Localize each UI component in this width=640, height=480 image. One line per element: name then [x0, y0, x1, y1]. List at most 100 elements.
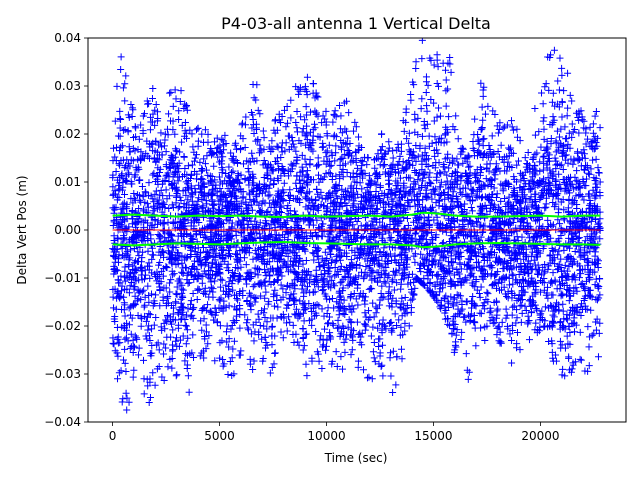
data-point — [557, 292, 565, 300]
data-point — [380, 278, 388, 286]
data-point — [575, 248, 583, 256]
data-point — [283, 103, 291, 111]
data-point — [344, 282, 352, 290]
data-point — [518, 309, 526, 317]
data-point — [182, 340, 190, 348]
data-point — [122, 368, 130, 376]
data-point — [116, 161, 124, 169]
data-point — [336, 279, 344, 287]
data-point — [309, 126, 317, 134]
data-point — [382, 279, 390, 287]
data-point — [492, 194, 500, 202]
data-point — [563, 332, 571, 340]
data-point — [259, 127, 267, 135]
data-point — [292, 160, 300, 168]
data-point — [241, 144, 249, 152]
data-point — [551, 276, 559, 284]
data-point — [321, 115, 329, 123]
data-point — [168, 260, 176, 268]
data-point — [137, 322, 145, 330]
data-point — [204, 130, 212, 138]
data-point — [113, 82, 121, 90]
data-point — [146, 394, 154, 402]
data-point — [448, 198, 456, 206]
data-point — [446, 322, 454, 330]
data-point — [158, 143, 166, 151]
data-point — [249, 321, 257, 329]
data-point — [481, 110, 489, 118]
data-point — [319, 143, 327, 151]
data-point — [378, 361, 386, 369]
data-point — [416, 264, 424, 272]
data-point — [193, 296, 201, 304]
data-point — [371, 179, 379, 187]
data-point — [303, 111, 311, 119]
data-point — [527, 193, 535, 201]
data-point — [337, 112, 345, 120]
data-point — [168, 364, 176, 372]
data-point — [452, 331, 460, 339]
data-point — [351, 118, 359, 126]
data-point — [338, 185, 346, 193]
data-point — [131, 332, 139, 340]
data-point — [305, 201, 313, 209]
data-point — [190, 276, 198, 284]
data-point — [457, 335, 465, 343]
data-point — [342, 306, 350, 314]
data-point — [360, 366, 368, 374]
data-point — [228, 168, 236, 176]
data-point — [421, 262, 428, 270]
data-point — [155, 363, 163, 371]
data-point — [477, 283, 485, 291]
data-point — [274, 143, 282, 151]
data-point — [410, 81, 418, 89]
data-point — [389, 154, 397, 162]
data-point — [563, 112, 571, 120]
data-point — [311, 124, 319, 132]
data-point — [189, 290, 197, 298]
data-point — [376, 301, 384, 309]
data-point — [412, 58, 420, 66]
data-point — [123, 228, 131, 236]
data-point — [540, 159, 548, 167]
data-point — [327, 259, 335, 267]
data-point — [117, 115, 125, 123]
data-point — [149, 369, 157, 377]
data-point — [225, 278, 233, 286]
data-point — [282, 123, 290, 131]
data-point — [266, 191, 274, 199]
data-point — [479, 116, 487, 124]
data-point — [321, 325, 329, 333]
data-point — [374, 324, 382, 332]
data-point — [436, 288, 444, 296]
data-point — [587, 165, 595, 173]
data-point — [399, 300, 407, 308]
data-point — [323, 147, 331, 155]
data-point — [548, 98, 556, 106]
data-point — [127, 246, 135, 254]
data-point — [251, 281, 259, 289]
data-point — [467, 204, 475, 212]
data-point — [146, 274, 154, 282]
data-point — [198, 326, 206, 334]
data-point — [485, 167, 493, 175]
data-point — [582, 140, 590, 148]
data-point — [121, 359, 129, 367]
data-point — [477, 324, 485, 332]
data-point — [176, 97, 184, 105]
data-point — [303, 330, 311, 338]
data-point — [259, 161, 267, 169]
data-point — [510, 302, 518, 310]
data-point — [539, 153, 547, 161]
data-point — [184, 334, 192, 342]
data-point — [509, 280, 517, 288]
data-point — [173, 283, 181, 291]
data-point — [311, 288, 319, 296]
data-point — [201, 284, 209, 292]
data-point — [268, 341, 276, 349]
data-point — [270, 290, 278, 298]
data-point — [204, 301, 212, 309]
data-point — [334, 316, 342, 324]
data-point — [542, 80, 550, 88]
